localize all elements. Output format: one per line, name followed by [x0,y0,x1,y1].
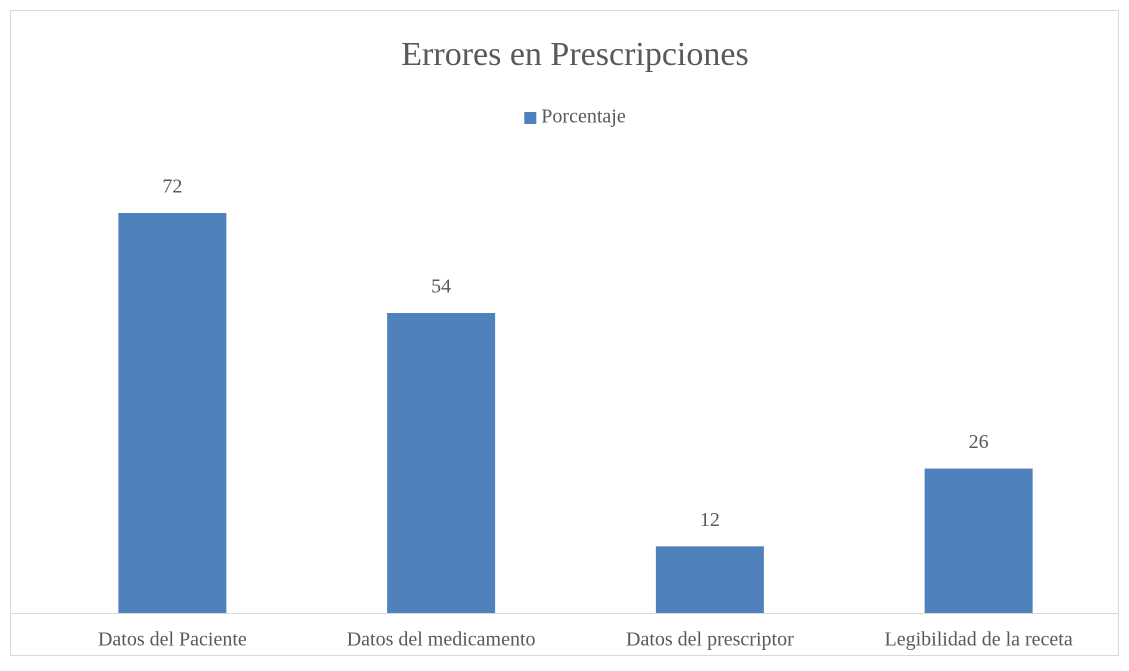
x-tick-label: Datos del prescriptor [626,629,794,651]
x-tick-label: Legibilidad de la receta [885,629,1073,651]
bar [387,313,496,613]
data-label: 26 [969,431,989,453]
bar [655,546,764,613]
legend-label: Porcentaje [541,106,626,128]
data-label: 54 [431,276,451,298]
x-tick-label: Datos del medicamento [347,629,536,651]
data-label: 12 [700,509,720,531]
bar [924,468,1033,613]
bar [118,213,227,613]
chart-title: Errores en Prescripciones [401,36,748,73]
legend-swatch [524,112,537,124]
x-tick-label: Datos del Paciente [98,629,247,651]
data-label: 72 [162,176,182,198]
